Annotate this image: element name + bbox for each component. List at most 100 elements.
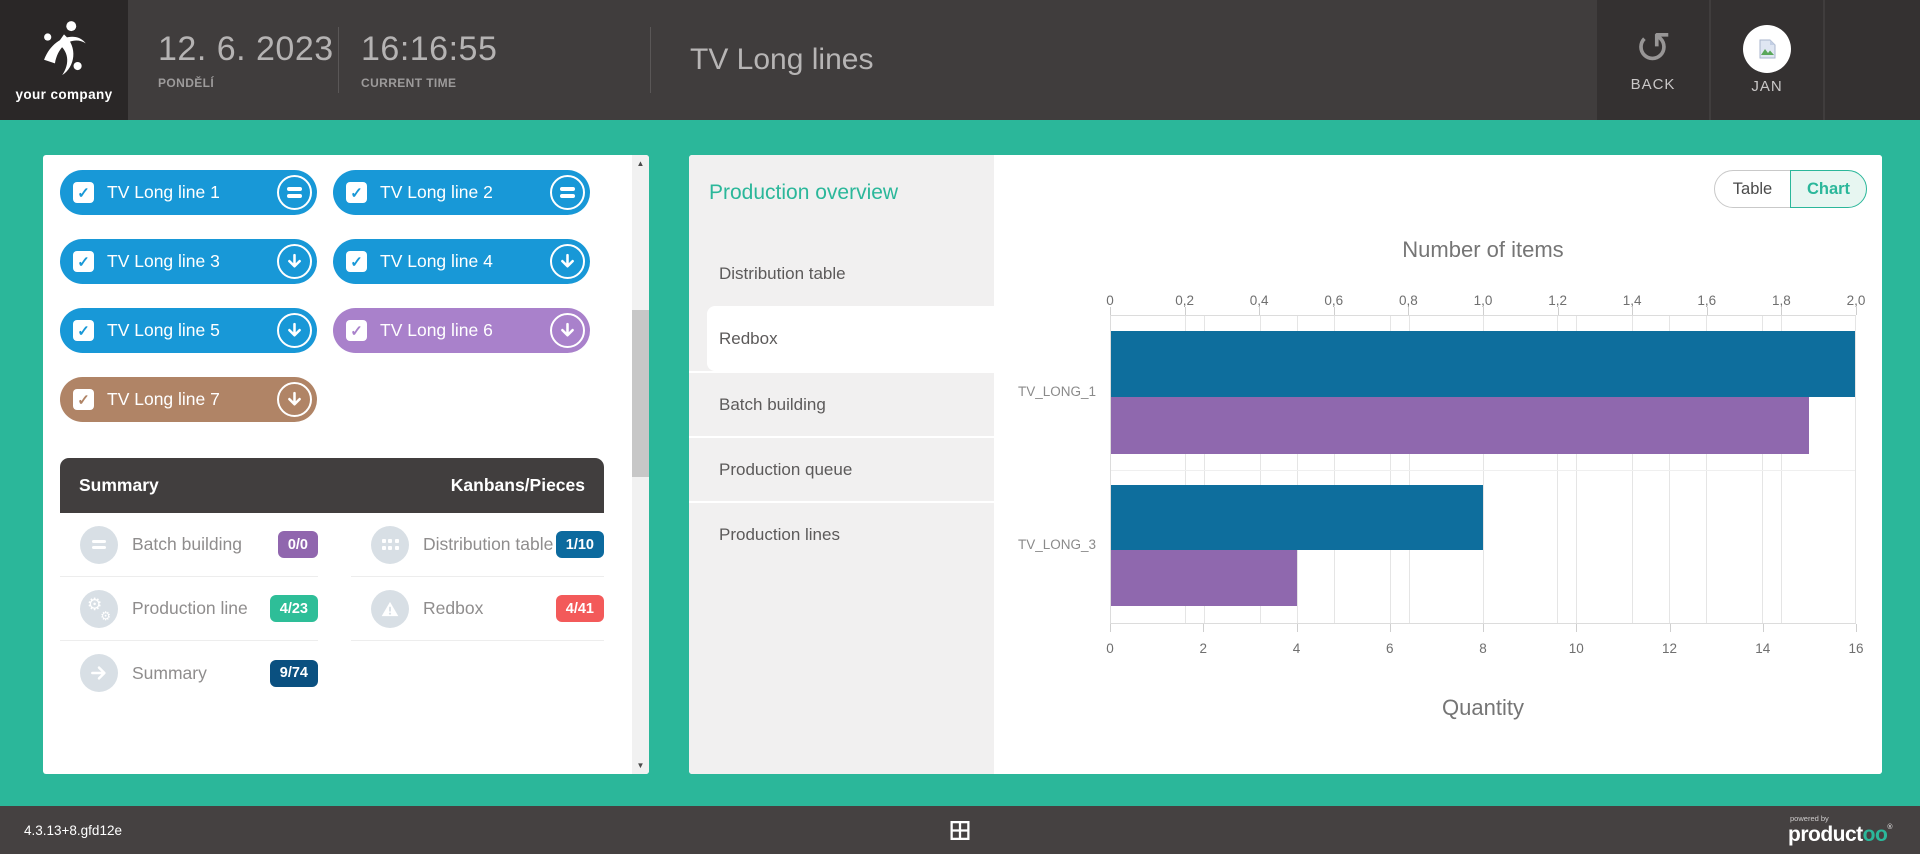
table-grid-icon[interactable] — [950, 820, 970, 840]
line-button-label: TV Long line 1 — [107, 182, 220, 202]
time-block: 16:16:55 CURRENT TIME — [339, 0, 650, 120]
avatar — [1743, 25, 1791, 73]
gridline — [1631, 316, 1633, 623]
menu-item-distribution-table[interactable]: Distribution table — [719, 263, 846, 283]
bottom-axis-tick-label: 4 — [1292, 641, 1301, 656]
top-axis-tick — [1333, 307, 1335, 315]
scroll-up-icon[interactable]: ▲ — [636, 159, 645, 168]
chart-area: Table Chart Number of items Quantity 0 0,… — [994, 155, 1882, 774]
summary-header-right: Kanbans/Pieces — [450, 475, 585, 495]
bar-items-TV_LONG_1 — [1111, 331, 1855, 397]
top-axis-tick-label: 1,6 — [1697, 293, 1717, 308]
bottom-axis-tick — [1389, 624, 1391, 632]
summary-header-bar: Summary Kanbans/Pieces — [60, 458, 604, 513]
line-button-4[interactable]: ✓ TV Long line 4 — [333, 239, 590, 284]
chart-title: Number of items — [1402, 237, 1564, 262]
menu-item-production-queue[interactable]: Production queue — [689, 436, 994, 501]
top-axis-tick — [1557, 307, 1559, 315]
date-block: 12. 6. 2023 PONDĚLÍ — [128, 0, 338, 120]
gridline — [1706, 316, 1708, 623]
summary-header-left: Summary — [79, 475, 159, 495]
chart-toggle-button[interactable]: Chart — [1790, 170, 1867, 208]
bar-items-TV_LONG_3 — [1111, 485, 1483, 550]
line-button-7[interactable]: ✓ TV Long line 7 — [60, 377, 317, 422]
bottom-axis-tick — [1856, 624, 1857, 632]
line-button-2[interactable]: ✓ TV Long line 2 — [333, 170, 590, 215]
menu-item-batch-building[interactable]: Batch building — [689, 371, 994, 436]
summary-items: Batch building 0/0 Distribution table 1/10 ⚙… — [60, 513, 604, 705]
checkbox-checked-icon[interactable]: ✓ — [346, 251, 367, 272]
view-toggle: Table Chart — [1714, 170, 1867, 208]
gridline — [1576, 316, 1577, 623]
line-buttons-grid: ✓ TV Long line 1 ✓ TV Long line 2 ✓ TV Long l… — [60, 170, 615, 422]
checkbox-checked-icon[interactable]: ✓ — [73, 251, 94, 272]
bottom-axis-tick — [1576, 624, 1578, 632]
summary-item-production-line[interactable]: ⚙ ⚙ Production line 4/23 — [60, 577, 318, 641]
scrollbar-thumb[interactable] — [632, 309, 649, 477]
header-filler — [1823, 0, 1920, 120]
top-axis-tick — [1706, 307, 1708, 315]
grid-icon — [371, 525, 409, 564]
top-axis-tick-label: 1,8 — [1772, 293, 1791, 308]
gridline — [1483, 316, 1484, 623]
gears-icon: ⚙ ⚙ — [80, 589, 118, 628]
bottom-axis-tick-label: 0 — [1106, 641, 1114, 656]
broken-image-icon — [1759, 39, 1775, 59]
top-axis-tick-label: 0 — [1106, 293, 1114, 308]
overview-heading: Production overview — [709, 181, 899, 204]
checkbox-checked-icon[interactable]: ✓ — [346, 320, 367, 341]
gridline — [1669, 316, 1670, 623]
company-logo[interactable]: your company — [0, 0, 128, 120]
top-axis-tick — [1408, 307, 1410, 315]
time-label: CURRENT TIME — [361, 76, 457, 90]
powered-by-label: powered by — [1790, 813, 1829, 823]
overview-sidebar: Production overview Distribution table Re… — [689, 155, 994, 774]
gridline — [1762, 316, 1763, 623]
top-axis-tick — [1259, 307, 1261, 315]
user-button[interactable]: JAN — [1709, 0, 1823, 120]
top-axis-tick-label: 0,6 — [1324, 293, 1344, 308]
top-axis-tick-label: 0,4 — [1249, 293, 1269, 308]
count-badge: 4/41 — [555, 595, 604, 622]
bottom-axis-tick-label: 8 — [1479, 641, 1487, 656]
line-button-6[interactable]: ✓ TV Long line 6 — [333, 308, 590, 353]
count-badge: 1/10 — [555, 531, 604, 558]
top-axis-tick-label: 0,2 — [1175, 293, 1194, 308]
gridline — [1390, 316, 1391, 623]
checkbox-checked-icon[interactable]: ✓ — [73, 389, 94, 410]
line-button-5[interactable]: ✓ TV Long line 5 — [60, 308, 317, 353]
table-toggle-button[interactable]: Table — [1714, 170, 1791, 208]
undo-icon: ↺ — [1634, 23, 1672, 74]
menu-item-redbox[interactable]: Redbox — [707, 306, 994, 371]
checkbox-checked-icon[interactable]: ✓ — [73, 320, 94, 341]
summary-item-redbox[interactable]: Redbox 4/41 — [351, 577, 604, 641]
summary-item-summary[interactable]: Summary 9/74 — [60, 641, 318, 705]
company-logo-text: your company — [15, 87, 113, 102]
scroll-down-icon[interactable]: ▼ — [636, 761, 645, 770]
summary-item-label: Summary — [132, 662, 207, 683]
top-axis-tick — [1856, 307, 1857, 315]
line-button-label: TV Long line 2 — [380, 182, 493, 202]
menu-item-production-lines[interactable]: Production lines — [689, 501, 994, 566]
summary-item-label: Distribution table — [423, 534, 554, 554]
checkbox-checked-icon[interactable]: ✓ — [346, 182, 367, 203]
arrow-down-icon — [277, 313, 312, 348]
bottom-axis-tick — [1762, 624, 1764, 632]
line-button-3[interactable]: ✓ TV Long line 3 — [60, 239, 317, 284]
top-axis-tick-label: 1,2 — [1548, 293, 1567, 308]
summary-item-batch-building[interactable]: Batch building 0/0 — [60, 513, 318, 577]
line-button-label: TV Long line 7 — [107, 389, 220, 409]
summary-item-distribution-table[interactable]: Distribution table 1/10 — [351, 513, 604, 577]
line-button-1[interactable]: ✓ TV Long line 1 — [60, 170, 317, 215]
equals-icon — [277, 175, 312, 210]
back-button[interactable]: ↺ BACK — [1595, 0, 1709, 120]
equals-icon — [80, 525, 118, 564]
checkbox-checked-icon[interactable]: ✓ — [73, 182, 94, 203]
left-panel-scrollbar[interactable]: ▲ ▼ — [632, 155, 649, 774]
productoo-logo: powered by productoo® — [1788, 815, 1920, 846]
page-title: TV Long lines — [690, 43, 874, 76]
summary-item-label: Batch building — [132, 534, 242, 554]
bottom-axis-tick — [1669, 624, 1671, 632]
equals-icon — [550, 175, 585, 210]
